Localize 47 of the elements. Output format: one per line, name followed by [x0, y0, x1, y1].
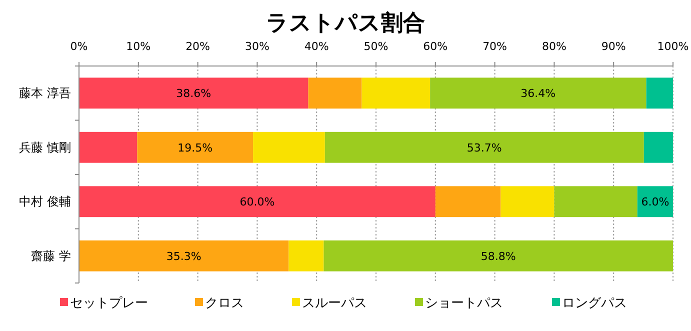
x-tick-label: 60% — [423, 40, 448, 53]
bar — [137, 132, 254, 163]
y-tick-label: 齋藤 学 — [31, 248, 71, 263]
bar — [253, 132, 325, 163]
data-label: 58.8% — [480, 250, 516, 263]
y-tick-label: 中村 俊輔 — [19, 194, 71, 209]
x-tick-label: 100% — [657, 40, 689, 53]
bar — [430, 78, 646, 109]
bar — [79, 132, 138, 163]
x-tick-label: 80% — [542, 40, 566, 53]
bar — [500, 186, 554, 218]
bar — [646, 78, 673, 109]
legend-label: クロス — [205, 296, 244, 311]
bar — [362, 78, 430, 109]
data-label: 6.0% — [641, 196, 670, 209]
bar — [79, 78, 308, 109]
x-tick-label: 40% — [304, 40, 329, 53]
bar — [644, 132, 673, 163]
legend-label: スルーパス — [302, 296, 367, 311]
legend-label: ロングパス — [562, 296, 627, 311]
bar — [79, 186, 436, 218]
data-label: 19.5% — [178, 141, 213, 154]
bar — [324, 132, 644, 163]
bar — [435, 186, 501, 218]
bar — [308, 78, 362, 109]
bar — [637, 186, 673, 218]
bar — [288, 240, 324, 272]
data-label: 60.0% — [240, 196, 275, 209]
x-tick-label: 70% — [482, 40, 508, 53]
legend-label: ショートパス — [425, 296, 503, 311]
bar — [79, 240, 289, 272]
bar — [554, 186, 638, 218]
legend-label: セットプレー — [70, 296, 148, 311]
x-tick-label: 50% — [364, 40, 388, 53]
data-label: 38.6% — [176, 87, 212, 100]
data-label: 53.7% — [466, 141, 502, 154]
x-tick-label: 90% — [601, 40, 626, 53]
data-label: 35.3% — [166, 250, 202, 263]
chart-title: ラストパス割合 — [266, 11, 425, 36]
x-tick-label: 10% — [126, 40, 151, 53]
data-label: 36.4% — [520, 87, 556, 100]
y-tick-label: 兵藤 慎剛 — [19, 140, 71, 154]
x-tick-label: 30% — [244, 40, 270, 53]
y-tick-label: 藤本 淳吾 — [19, 86, 71, 100]
x-tick-label: 0% — [70, 40, 88, 53]
x-tick-label: 20% — [186, 40, 210, 53]
bar — [324, 240, 673, 272]
